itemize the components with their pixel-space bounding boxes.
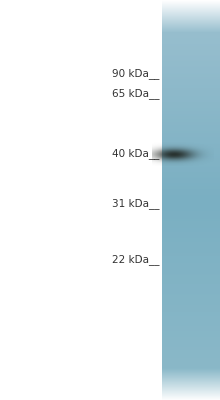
Text: 31 kDa__: 31 kDa__ bbox=[112, 198, 160, 210]
Text: 40 kDa__: 40 kDa__ bbox=[112, 148, 160, 160]
Text: 22 kDa__: 22 kDa__ bbox=[112, 254, 160, 266]
Text: 90 kDa__: 90 kDa__ bbox=[112, 68, 160, 80]
Text: 65 kDa__: 65 kDa__ bbox=[112, 88, 160, 100]
